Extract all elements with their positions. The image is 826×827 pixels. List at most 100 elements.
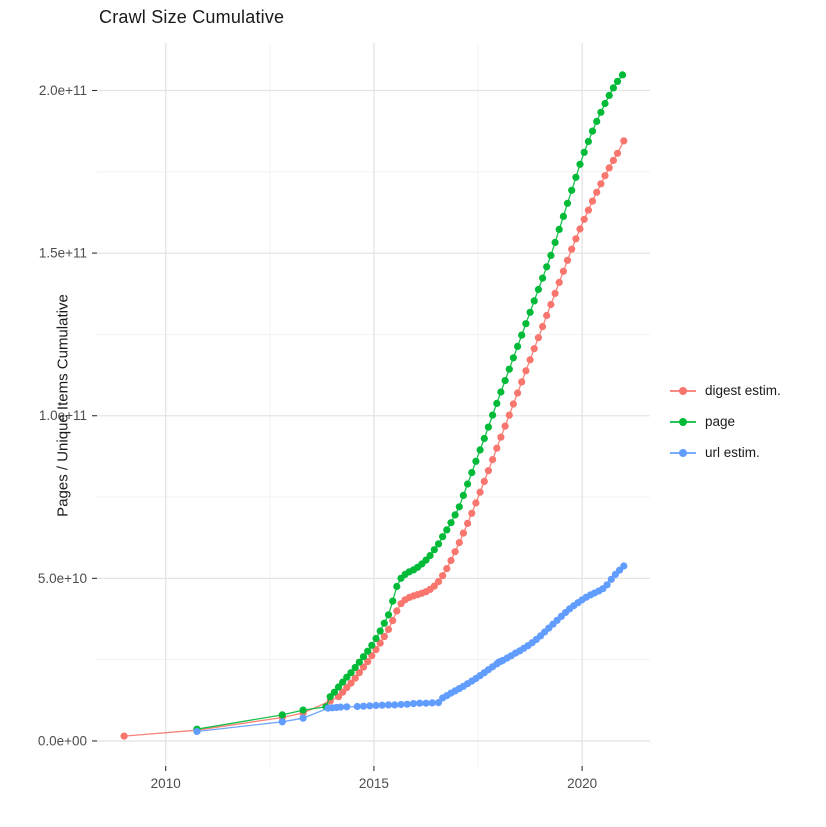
data-point-url-estim- (278, 718, 286, 726)
data-point-page (493, 399, 501, 407)
y-tick-label: 1.5e+11 (39, 246, 87, 261)
data-point-page (559, 212, 568, 220)
data-point-page (451, 511, 459, 519)
data-point-page (543, 263, 551, 271)
data-point-page (447, 519, 455, 527)
data-point-page (539, 274, 547, 282)
data-point-digest-estim- (447, 556, 455, 565)
data-point-digest-estim- (505, 411, 513, 419)
chart-title: Crawl Size Cumulative (99, 7, 285, 27)
data-point-digest-estim- (355, 669, 363, 677)
data-point-page (484, 423, 492, 431)
data-point-url-estim- (337, 703, 345, 711)
data-point-digest-estim- (364, 658, 372, 666)
data-point-page (476, 446, 484, 454)
legend-item-page: page (670, 406, 781, 437)
data-point-digest-estim- (351, 674, 359, 682)
data-point-page (368, 641, 376, 649)
data-point-url-estim- (366, 702, 374, 710)
data-point-digest-estim- (347, 679, 355, 687)
data-point-url-estim- (391, 701, 399, 709)
data-point-digest-estim- (359, 663, 368, 671)
data-point-page (584, 137, 593, 146)
data-point-page (434, 540, 443, 548)
data-point-page (618, 71, 627, 79)
legend-key (670, 384, 696, 398)
data-point-page (522, 320, 530, 328)
legend-label: page (705, 414, 736, 429)
data-point-page (326, 693, 334, 701)
legend-key (670, 446, 696, 460)
data-point-digest-estim- (451, 548, 459, 556)
data-point-digest-estim- (443, 565, 451, 573)
data-point-page (497, 388, 505, 396)
data-point-page (480, 434, 488, 443)
data-point-page (299, 706, 307, 714)
data-point-page (514, 342, 522, 350)
data-point-digest-estim- (339, 688, 347, 696)
data-point-page (597, 108, 605, 116)
data-point-digest-estim- (464, 519, 472, 528)
data-point-digest-estim- (376, 639, 384, 647)
data-point-digest-estim- (501, 422, 509, 430)
data-point-digest-estim- (543, 311, 551, 320)
data-point-page (464, 480, 472, 488)
data-point-page (343, 673, 351, 681)
data-point-url-estim- (384, 701, 393, 709)
data-point-digest-estim- (468, 509, 476, 517)
data-point-url-estim- (372, 701, 380, 710)
x-tick-label: 2015 (359, 776, 389, 791)
data-point-url-estim- (397, 700, 405, 709)
data-point-url-estim- (409, 700, 418, 708)
data-point-page (588, 127, 597, 135)
data-point-page (334, 683, 343, 691)
data-point-digest-estim- (393, 607, 401, 615)
data-point-digest-estim- (514, 389, 522, 397)
data-point-page (380, 619, 388, 627)
data-point-url-estim- (422, 699, 430, 707)
data-point-url-estim- (428, 699, 436, 707)
data-point-url-estim- (378, 701, 386, 709)
data-point-digest-estim- (551, 289, 559, 297)
legend-dot-icon (679, 417, 687, 426)
data-point-page (563, 199, 572, 207)
data-point-page (609, 84, 618, 92)
x-tick-label: 2010 (151, 776, 181, 791)
data-point-digest-estim- (480, 477, 488, 485)
data-point-digest-estim- (539, 323, 547, 331)
data-point-page (572, 173, 580, 181)
legend-key (670, 415, 696, 429)
data-point-page (518, 331, 526, 339)
data-point-url-estim- (434, 699, 443, 707)
data-point-digest-estim- (609, 156, 618, 164)
data-point-digest-estim- (380, 633, 388, 641)
data-point-page (459, 491, 467, 499)
data-point-digest-estim- (593, 188, 601, 196)
data-point-url-estim- (607, 575, 615, 583)
data-point-digest-estim- (580, 215, 588, 223)
legend-dot-icon (679, 448, 687, 457)
data-point-digest-estim- (493, 444, 501, 452)
data-point-digest-estim- (430, 582, 438, 590)
data-point-page (468, 469, 476, 477)
data-point-page (605, 91, 613, 99)
data-point-page (393, 582, 401, 591)
data-point-digest-estim- (389, 617, 397, 625)
data-point-digest-estim- (588, 197, 597, 205)
legend-item-digest-estim: digest estim. (670, 375, 781, 406)
data-point-page (439, 533, 447, 541)
data-point-digest-estim- (484, 467, 492, 475)
data-point-url-estim- (359, 702, 368, 710)
legend-item-url-estim: url estim. (670, 437, 781, 468)
y-tick-label: 2.0e+11 (39, 83, 87, 98)
data-point-page (351, 663, 359, 672)
data-point-page (355, 658, 363, 666)
data-point-page (278, 711, 286, 719)
data-point-digest-estim- (526, 356, 534, 364)
data-point-digest-estim- (530, 345, 538, 353)
data-point-digest-estim- (555, 278, 563, 286)
data-point-page (426, 552, 434, 560)
data-point-page (509, 354, 517, 362)
data-point-page (359, 653, 368, 661)
